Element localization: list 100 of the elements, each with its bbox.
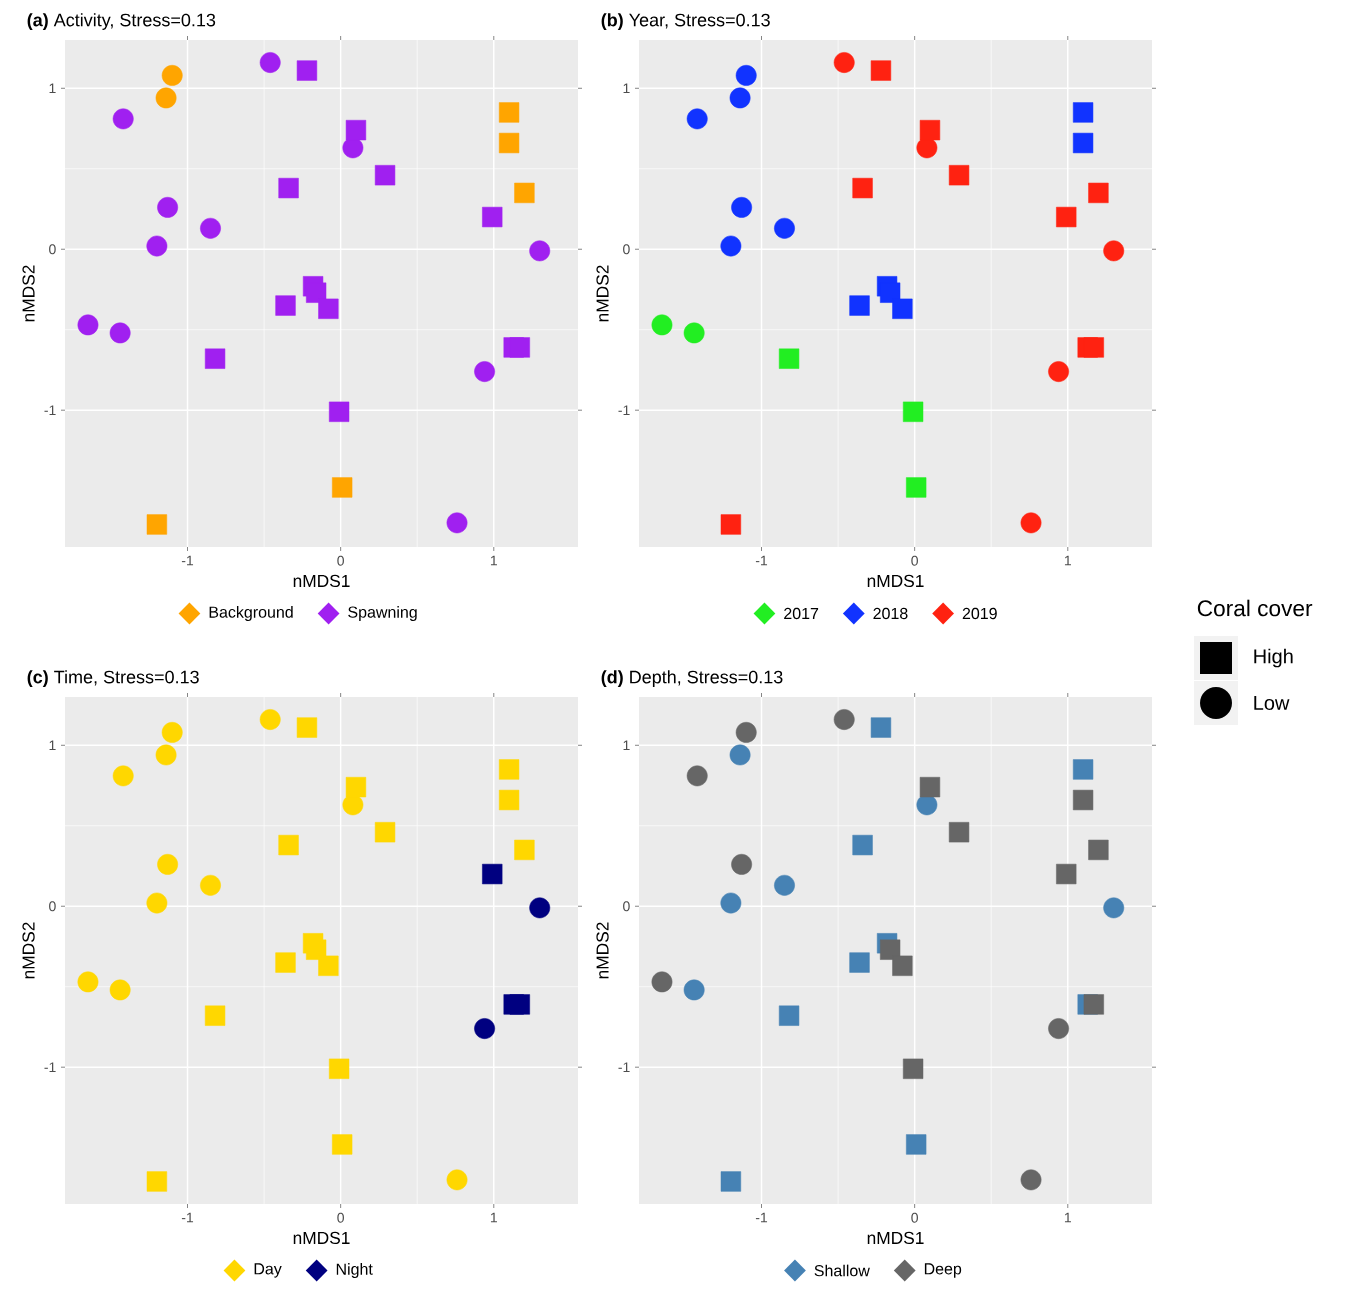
- point: [514, 182, 535, 204]
- point: [332, 477, 353, 498]
- chart-title: (c) Time, Stress=0.13: [27, 670, 199, 687]
- point: [306, 939, 327, 960]
- point: [332, 1134, 353, 1155]
- point: [204, 348, 226, 369]
- point: [109, 979, 131, 1001]
- y-axis-title: nMDS2: [596, 922, 609, 979]
- y-tick-label: 0: [49, 901, 56, 912]
- legend-label: Spawning: [348, 606, 417, 621]
- point: [880, 939, 901, 960]
- point: [774, 874, 795, 896]
- x-axis-title: nMDS1: [867, 574, 924, 588]
- point: [259, 709, 281, 730]
- point: [161, 65, 183, 86]
- point: [948, 165, 970, 186]
- point: [77, 971, 99, 993]
- point: [275, 295, 296, 316]
- text: Coral cover: [1197, 599, 1313, 617]
- x-tick-label: -1: [755, 555, 768, 566]
- y-tick-label: 1: [623, 83, 630, 94]
- point: [686, 765, 708, 787]
- point: [686, 108, 708, 130]
- point: [919, 120, 941, 141]
- point: [157, 196, 179, 218]
- point: [161, 722, 183, 743]
- point: [259, 52, 281, 73]
- point: [906, 477, 927, 498]
- point: [1103, 897, 1125, 919]
- point: [318, 955, 339, 976]
- point: [146, 235, 168, 257]
- legend-label: Night: [336, 1263, 373, 1278]
- y-axis-title: nMDS2: [22, 922, 35, 979]
- point: [498, 102, 520, 123]
- y-tick-label: -1: [618, 1062, 630, 1073]
- x-tick-label: 1: [490, 1212, 497, 1223]
- point: [529, 240, 551, 262]
- point: [735, 722, 757, 743]
- point: [146, 1171, 168, 1192]
- point: [498, 132, 520, 154]
- legend-label: Deep: [924, 1263, 962, 1278]
- point: [446, 1169, 468, 1191]
- x-tick-label: 0: [911, 1212, 918, 1223]
- point: [278, 177, 299, 199]
- x-tick-label: 1: [1064, 1212, 1071, 1223]
- point: [919, 777, 941, 798]
- point: [849, 952, 870, 973]
- y-tick-label: 1: [49, 83, 56, 94]
- point: [306, 282, 327, 303]
- point: [374, 822, 396, 843]
- point: [328, 401, 350, 422]
- point: [345, 120, 367, 141]
- point: [509, 994, 530, 1015]
- y-tick-label: 1: [623, 740, 630, 751]
- chart-title: (a) Activity, Stress=0.13: [27, 13, 216, 30]
- point: [892, 955, 913, 976]
- x-tick-label: 1: [1064, 555, 1071, 566]
- legend-label: Low: [1254, 696, 1290, 710]
- point: [204, 1005, 226, 1026]
- point: [774, 217, 795, 239]
- point: [275, 952, 296, 973]
- y-tick-label: 0: [623, 901, 630, 912]
- legend-label: Day: [254, 1263, 282, 1278]
- point: [720, 514, 742, 535]
- point: [155, 744, 177, 766]
- legend-label: 2018: [873, 607, 908, 620]
- x-tick-label: -1: [755, 1212, 768, 1223]
- point: [1072, 759, 1094, 780]
- point: [474, 361, 495, 382]
- point: [833, 52, 855, 73]
- legend-label: 2017: [784, 607, 819, 620]
- point: [1088, 839, 1109, 861]
- point: [498, 789, 520, 811]
- point: [1020, 512, 1042, 534]
- point: [1048, 1018, 1069, 1039]
- x-tick-label: 1: [490, 555, 497, 566]
- chart-title: (b) Year, Stress=0.13: [601, 13, 770, 30]
- point: [112, 765, 134, 787]
- point: [345, 777, 367, 798]
- y-tick-label: -1: [618, 405, 630, 416]
- point: [720, 1171, 742, 1192]
- point: [735, 65, 757, 86]
- point: [870, 717, 892, 738]
- y-tick-label: -1: [44, 405, 56, 416]
- point: [1020, 1169, 1042, 1191]
- point: [729, 744, 751, 766]
- point: [849, 295, 870, 316]
- y-axis-title: nMDS2: [596, 265, 609, 322]
- point: [328, 1058, 350, 1079]
- point: [720, 892, 742, 914]
- y-tick-label: -1: [44, 1062, 56, 1073]
- point: [902, 1058, 924, 1079]
- point: [1083, 337, 1104, 358]
- point: [529, 897, 551, 919]
- point: [683, 979, 705, 1001]
- point: [731, 196, 753, 218]
- point: [778, 348, 800, 369]
- point: [482, 863, 503, 885]
- point: [318, 298, 339, 319]
- y-tick-label: 0: [623, 244, 630, 255]
